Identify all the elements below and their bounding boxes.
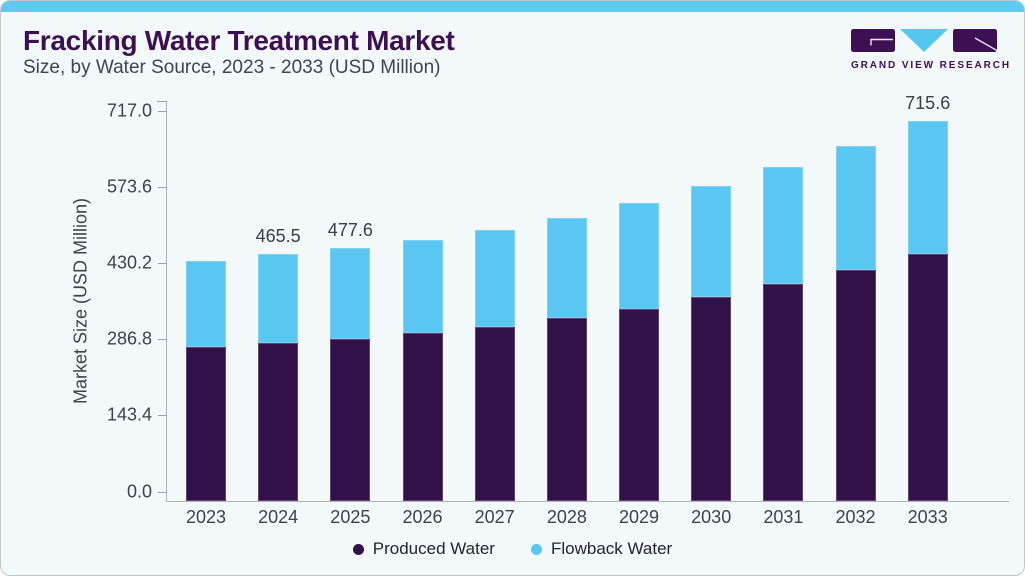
bar-segment-produced-2032 <box>835 270 876 501</box>
legend-swatch-produced-water <box>352 543 364 555</box>
chart-legend: Produced Water Flowback Water <box>1 539 1024 559</box>
logo-r-mark <box>953 28 997 52</box>
logo-v-mark <box>900 28 948 52</box>
bar-segment-produced-2023 <box>186 346 226 501</box>
bar-2028 <box>546 218 587 501</box>
bar-segment-flowback-2023 <box>186 260 226 347</box>
bar-2025 <box>330 247 371 501</box>
x-tick-label-2031: 2031 <box>763 507 804 527</box>
y-tick-label: 717.0 <box>106 100 152 121</box>
y-tick-label: 143.4 <box>106 404 152 425</box>
x-tick-label-2025: 2025 <box>330 507 371 527</box>
bar-segment-flowback-2024 <box>258 254 299 344</box>
bar-segment-flowback-2027 <box>474 230 515 327</box>
bar-segment-produced-2025 <box>330 339 371 501</box>
top-accent-bar <box>1 1 1024 12</box>
bar-segment-flowback-2025 <box>330 247 371 339</box>
bar-segment-produced-2030 <box>691 297 732 501</box>
x-tick-label-2033: 2033 <box>907 507 948 527</box>
bar-segment-produced-2028 <box>546 318 587 501</box>
bar-segment-produced-2031 <box>763 284 804 501</box>
bar-segment-flowback-2029 <box>619 203 660 309</box>
x-tick-label-2026: 2026 <box>402 507 443 527</box>
legend-swatch-flowback-water <box>530 543 542 555</box>
bar-2027 <box>474 230 515 501</box>
bar-segment-flowback-2028 <box>546 218 587 319</box>
logo-text: GRAND VIEW RESEARCH <box>851 60 1011 71</box>
bar-2032 <box>835 146 876 501</box>
legend-item-flowback-water: Flowback Water <box>530 539 673 559</box>
bar-segment-flowback-2033 <box>907 121 948 254</box>
bar-segment-produced-2026 <box>402 333 443 501</box>
bar-segment-flowback-2030 <box>691 186 732 297</box>
x-tick-label-2028: 2028 <box>546 507 587 527</box>
gvr-logo: GRAND VIEW RESEARCH <box>851 28 1011 71</box>
legend-label-produced-water: Produced Water <box>372 539 495 558</box>
bar-segment-produced-2027 <box>474 326 515 501</box>
bar-2026 <box>402 240 443 501</box>
bar-2029 <box>619 203 660 501</box>
axis-top-tick <box>157 101 167 102</box>
bar-segment-flowback-2031 <box>763 167 804 285</box>
bar-total-label-2024: 465.5 <box>255 226 301 247</box>
chart-plot: 717.0 573.6 430.2 286.8 143.4 0.0 2023 465.5 202… <box>107 93 1009 527</box>
bar-segment-flowback-2026 <box>402 240 443 334</box>
y-tick-mark <box>158 415 167 417</box>
x-tick-label-2027: 2027 <box>474 507 515 527</box>
bar-2033 <box>907 121 948 501</box>
bar-2031 <box>763 167 804 501</box>
logo-g-mark <box>851 28 895 52</box>
y-axis-title: Market Size (USD Million) <box>70 197 91 405</box>
bar-2023 <box>186 260 226 501</box>
y-tick-label: 286.8 <box>106 328 152 349</box>
bar-segment-produced-2029 <box>619 309 660 501</box>
legend-label-flowback-water: Flowback Water <box>550 539 673 558</box>
x-tick-label-2023: 2023 <box>185 507 227 527</box>
page-subtitle: Size, by Water Source, 2023 - 2033 (USD … <box>23 57 441 78</box>
y-tick-label: 0.0 <box>126 481 152 501</box>
x-tick-label-2029: 2029 <box>618 507 660 527</box>
y-tick-mark <box>158 111 167 112</box>
x-tick-label-2032: 2032 <box>835 507 876 527</box>
y-tick-mark <box>158 339 167 341</box>
x-tick-label-2024: 2024 <box>258 507 299 527</box>
y-tick-mark <box>158 263 167 265</box>
bar-2030 <box>691 186 732 501</box>
logo-shapes <box>851 28 997 52</box>
y-tick-mark <box>158 491 167 493</box>
y-tick-mark <box>158 187 167 189</box>
bar-total-label-2033: 715.6 <box>905 93 951 114</box>
page-title: Fracking Water Treatment Market <box>23 25 455 56</box>
bar-segment-produced-2033 <box>907 253 948 501</box>
bar-total-label-2025: 477.6 <box>327 219 373 240</box>
legend-item-produced-water: Produced Water <box>352 539 495 559</box>
y-tick-label: 573.6 <box>106 176 152 197</box>
y-tick-label: 430.2 <box>106 252 152 273</box>
bar-segment-produced-2024 <box>258 343 299 501</box>
bar-segment-flowback-2032 <box>835 146 876 271</box>
bar-2024 <box>258 254 299 501</box>
x-tick-label-2030: 2030 <box>691 507 732 527</box>
